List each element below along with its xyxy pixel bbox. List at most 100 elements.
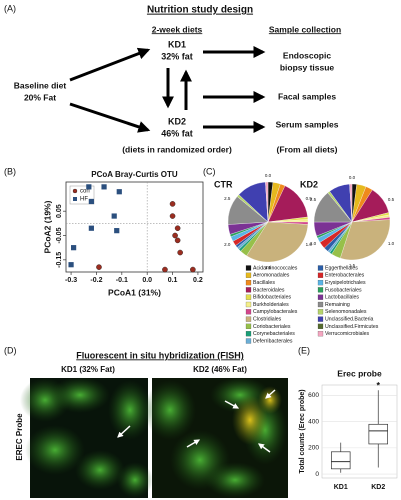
legend-swatch	[245, 294, 252, 300]
fish-image-kd1	[20, 377, 153, 498]
note: (diets in randomized order)	[122, 144, 232, 154]
annotation: *	[376, 381, 380, 391]
ring-label: 0.0	[349, 175, 356, 180]
legend-label: Unclassified.Firmicutes	[325, 324, 379, 330]
y-tick-label: -0.15	[56, 252, 63, 268]
diet-name: Baseline diet	[14, 80, 67, 90]
title: Fluorescent in situ hybridization (FISH)	[76, 350, 244, 360]
point	[174, 237, 181, 244]
legend-label: Lactobacillales	[325, 295, 359, 301]
point	[101, 184, 107, 190]
point	[116, 189, 122, 195]
y-axis-label: PCoA2 (19%)	[42, 200, 52, 253]
y-tick-label: 0.05	[56, 204, 63, 218]
point	[169, 201, 176, 207]
point	[88, 225, 94, 231]
fish-image-kd2	[144, 377, 288, 498]
legend-swatch	[317, 272, 324, 278]
legend-swatch	[72, 188, 78, 194]
pie-slice	[246, 221, 309, 263]
pie-slice	[340, 219, 391, 261]
legend-label: Enterobacterales	[325, 273, 365, 279]
legend-label: Bacteroidales	[253, 287, 285, 293]
sample: Facal samples	[278, 91, 336, 101]
panel-d: (D) Fluorescent in situ hybridization (F…	[4, 345, 288, 498]
legend-label: HF	[80, 197, 88, 203]
legend-label: Eggerthellales	[325, 265, 358, 271]
point	[162, 266, 168, 273]
pie-title: KD2	[300, 179, 318, 189]
legend-swatch	[245, 323, 252, 329]
legend-swatch	[317, 301, 324, 308]
chart-title: Erec probe	[337, 368, 382, 378]
legend-label: Campylobacterales	[253, 309, 298, 315]
point	[190, 266, 196, 273]
sample: Serum samples	[276, 119, 339, 129]
legend-label: con	[80, 189, 90, 195]
pie-title: CTR	[214, 179, 233, 189]
legend-swatch	[317, 309, 324, 315]
ring-label: 1.5	[265, 265, 272, 270]
point	[111, 213, 117, 219]
ring-label: 2.0	[310, 241, 317, 246]
legend-label: Verrucomicrobiales	[325, 331, 370, 337]
point	[71, 245, 77, 251]
sample: biopsy tissue	[280, 62, 335, 72]
x-tick-label: KD2	[371, 484, 385, 491]
legend-swatch	[317, 265, 324, 271]
legend-swatch	[245, 316, 252, 322]
legend-label: Corynebacteriales	[253, 331, 295, 337]
point	[86, 184, 92, 190]
note: (From all diets)	[277, 144, 338, 154]
x-tick-label: 0.0	[142, 277, 152, 284]
row-label: EREC Probe	[15, 413, 24, 461]
header: Sample collection	[269, 24, 341, 34]
ring-label: 0.5	[306, 196, 313, 201]
legend-swatch	[73, 197, 77, 201]
legend-swatch	[245, 301, 252, 308]
legend-swatch	[317, 287, 324, 293]
diet-name: KD1	[168, 39, 186, 49]
box	[331, 451, 351, 470]
header: 2-week diets	[152, 24, 203, 34]
point	[177, 249, 183, 256]
x-tick-label: -0.1	[116, 277, 128, 284]
title: Nutrition study design	[147, 5, 253, 16]
y-tick-label: 200	[308, 445, 319, 452]
box	[368, 423, 388, 445]
legend-label: Acidaminococcales	[253, 265, 298, 271]
legend-swatch	[245, 338, 252, 344]
panel-label: (E)	[298, 345, 310, 355]
legend-label: Bifidobacteriales	[253, 295, 291, 301]
ring-label: 2.5	[310, 197, 317, 202]
legend-swatch	[245, 331, 252, 337]
x-axis-label: PCoA1 (31%)	[108, 287, 161, 297]
ring-label: 1.0	[388, 241, 395, 246]
legend-label: Erysipelotrichales	[325, 280, 366, 286]
legend-label: Aeromonadales	[253, 273, 290, 279]
diet-fat: 46% fat	[161, 128, 193, 138]
x-tick-label: -0.2	[90, 277, 102, 284]
point	[68, 262, 74, 268]
legend-swatch	[317, 280, 324, 286]
legend-label: Remaining	[325, 302, 350, 308]
ring-label: 0.5	[388, 197, 395, 202]
point	[169, 213, 176, 219]
y-axis-label: Total counts (Erec probe)	[299, 389, 306, 473]
y-tick-label: 0	[315, 471, 319, 478]
y-tick-label: -0.05	[56, 227, 63, 243]
x-tick-label: KD1	[334, 484, 348, 491]
ring-label: 1.0	[306, 242, 313, 247]
y-tick-label: 400	[308, 418, 319, 425]
legend-label: Unclassified.Bacteria	[325, 316, 374, 322]
legend-swatch	[245, 287, 252, 293]
legend-swatch	[317, 316, 324, 322]
point	[174, 225, 181, 232]
image-title: KD2 (46% Fat)	[193, 365, 247, 374]
panel-label: (D)	[4, 345, 17, 355]
diet-name: KD2	[168, 116, 186, 126]
panel-label: (B)	[4, 166, 16, 176]
legend-label: Selenomonadales	[325, 309, 367, 315]
x-tick-label: 0.2	[193, 277, 203, 284]
